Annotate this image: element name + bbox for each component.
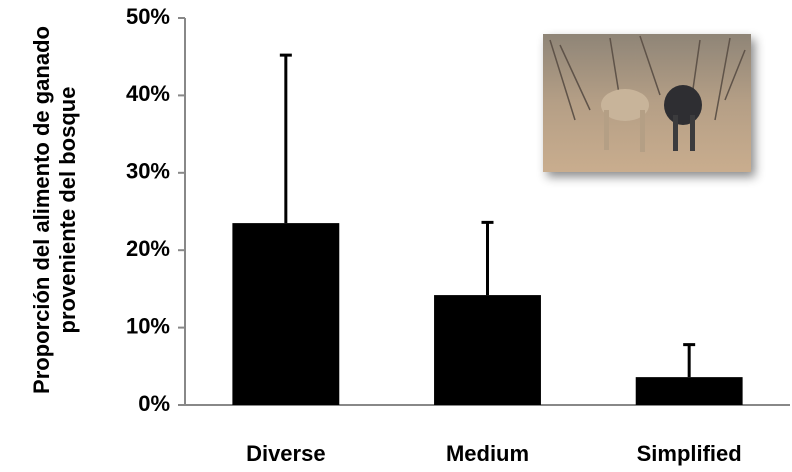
x-tick-label: Diverse bbox=[246, 441, 326, 466]
x-tick-label: Simplified bbox=[637, 441, 742, 466]
x-tick-label: Medium bbox=[446, 441, 529, 466]
error-bar bbox=[683, 345, 695, 378]
y-tick-label: 20% bbox=[126, 236, 170, 261]
error-bar bbox=[482, 222, 494, 295]
y-tick-label: 30% bbox=[126, 159, 170, 184]
page: 0% 10% 20% 30% 40% 50% Diverse Medium Simplified… bbox=[0, 0, 792, 472]
y-tick-label: 10% bbox=[126, 313, 170, 338]
bar bbox=[434, 295, 541, 405]
y-axis-title: Proporción del alimento de ganado proven… bbox=[29, 20, 81, 400]
error-bar bbox=[280, 55, 292, 223]
y-tick-label: 40% bbox=[126, 81, 170, 106]
bar bbox=[232, 223, 339, 405]
photo bbox=[543, 34, 751, 172]
y-tick-label: 50% bbox=[126, 4, 170, 29]
y-tick-label: 0% bbox=[138, 391, 170, 416]
chart: 0% 10% 20% 30% 40% 50% Diverse Medium Simplified bbox=[0, 0, 792, 472]
bar bbox=[636, 377, 743, 405]
